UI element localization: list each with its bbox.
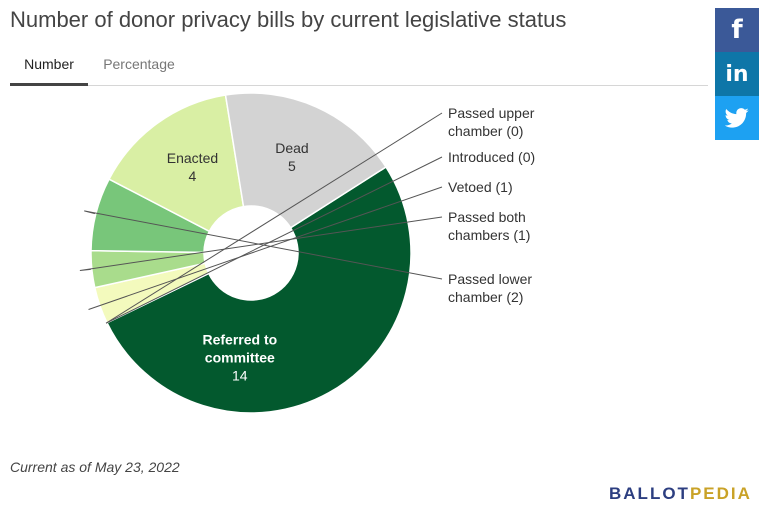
slice-dead[interactable]: [224, 92, 387, 229]
callout-label-passed-both-chambers-line1: Passed both: [448, 209, 526, 225]
callout-label-passed-lower-chamber-line2: chamber (2): [448, 289, 523, 305]
slice-value-dead: 5: [288, 158, 296, 174]
callout-line-passed-upper-chamber: [105, 112, 443, 324]
callout-label-passed-lower-chamber-line1: Passed lower: [448, 271, 532, 287]
callout-line-introduced: [105, 156, 443, 324]
linkedin-share-button[interactable]: in: [715, 52, 759, 96]
slice-enacted[interactable]: [108, 94, 245, 233]
callout-label-passed-upper-chamber-line2: chamber (0): [448, 123, 523, 139]
slice-label-referred-to-committee-line1: Referred to: [202, 331, 277, 347]
slice-referred-to-committee[interactable]: [105, 165, 412, 414]
donut-chart: Referred to committee 14 Enacted 4 Dead 5 Passe…: [79, 92, 535, 414]
chart-title: Number of donor privacy bills by current…: [10, 7, 567, 32]
callout-line-passed-lower-chamber: [84, 210, 443, 280]
callout-label-passed-upper-chamber-line1: Passed upper: [448, 105, 535, 121]
slice-label-enacted: Enacted: [167, 150, 218, 166]
tab-number[interactable]: Number: [10, 56, 88, 86]
slice-label-dead: Dead: [275, 140, 308, 156]
logo-part-pedia: PEDIA: [689, 484, 752, 503]
tab-divider: [10, 85, 708, 86]
callout-label-vetoed: Vetoed (1): [448, 179, 513, 195]
footnote: Current as of May 23, 2022: [10, 459, 180, 475]
linkedin-icon: in: [725, 61, 749, 87]
logo-part-ballot: BALLOT: [609, 484, 690, 503]
twitter-icon: [725, 108, 749, 128]
callout-line-passed-both-chambers: [79, 216, 443, 271]
slice-label-referred-to-committee-line2: committee: [205, 349, 275, 365]
facebook-icon: f: [731, 15, 743, 45]
social-share-bar: f in: [715, 8, 759, 140]
ballotpedia-logo: BALLOTPEDIA: [609, 484, 752, 504]
facebook-share-button[interactable]: f: [715, 8, 759, 52]
tab-percentage[interactable]: Percentage: [103, 56, 175, 72]
callout-line-vetoed: [88, 186, 443, 310]
callout-label-introduced: Introduced (0): [448, 149, 535, 165]
slice-value-enacted: 4: [189, 168, 197, 184]
slice-value-referred-to-committee: 14: [232, 367, 248, 383]
twitter-share-button[interactable]: [715, 96, 759, 140]
callout-label-passed-both-chambers-line2: chambers (1): [448, 227, 530, 243]
tab-bar: Number Percentage: [10, 56, 708, 86]
